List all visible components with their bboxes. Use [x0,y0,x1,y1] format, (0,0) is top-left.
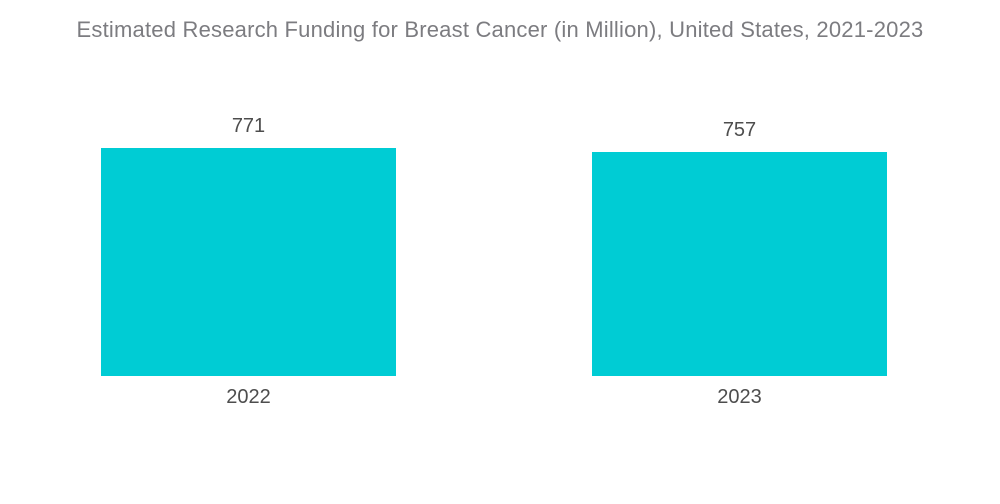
bar-group-2023: 757 2023 [592,116,887,411]
x-axis-label-2022: 2022 [226,386,271,408]
bar-2022 [101,148,396,376]
bar-group-2022: 771 2022 [101,112,396,411]
bar-value-label-2022: 771 [231,115,266,137]
bar-value-label-2023: 757 [722,119,757,141]
chart-title: Estimated Research Funding for Breast Ca… [76,17,924,42]
x-axis-label-2023: 2023 [717,386,762,408]
bar-2023 [592,152,887,376]
